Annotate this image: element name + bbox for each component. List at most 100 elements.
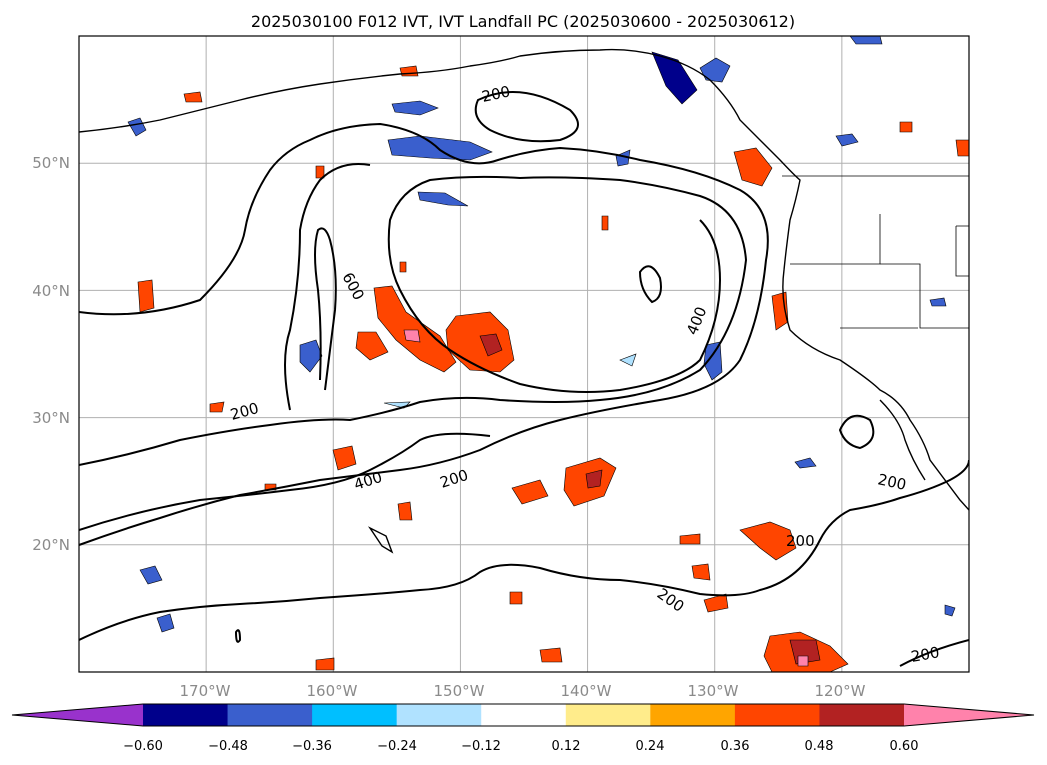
lat-tick-labels: 50°N 40°N 30°N 20°N [32,154,70,554]
lat-label: 50°N [32,154,70,172]
lon-tick-labels: 170°W 160°W 150°W 140°W 130°W 120°W [180,682,866,700]
neg-patch [703,341,723,381]
colorbar-tick-label: 0.36 [721,739,750,754]
neg-patch [615,149,631,167]
ivt-contour [899,639,969,667]
contour-label: 200 [910,643,941,666]
pos-patch [183,91,203,103]
neg-patch [929,297,947,307]
negative-anomaly-patches [127,36,956,633]
ivt-contour [234,629,242,643]
ivt-contour [314,227,337,391]
neg-patch [944,604,956,617]
pos-patch [509,591,523,605]
lon-label: 140°W [561,682,612,700]
colorbar [11,703,1035,727]
pos-patch [691,563,711,581]
coastlines [79,48,969,554]
pos-patch [511,479,549,505]
neg-patch [794,457,817,469]
lon-label: 150°W [434,682,485,700]
ivt-contour [284,163,371,411]
neg-patch [387,135,493,161]
colorbar-swatch [481,704,567,726]
colorbar-tick-label: 0.60 [890,739,919,754]
pos-patch-core [479,333,503,357]
map-frame [78,35,970,673]
lon-label: 160°W [307,682,358,700]
lon-label: 130°W [688,682,739,700]
border-line [955,225,969,277]
ivt-contour [79,432,491,531]
na-west-coast [659,55,969,511]
colorbar-outline [11,703,1035,727]
neg-patch [156,613,175,633]
pos-patch [539,647,563,663]
map-area [79,36,969,672]
colorbar-swatch [650,704,736,726]
lon-label: 170°W [180,682,231,700]
colorbar-tick-label: −0.24 [377,739,417,754]
lat-label: 30°N [32,409,70,427]
neg-patch [299,339,323,373]
neg-patch [417,191,469,207]
lat-label: 40°N [32,282,70,300]
neg-patch [651,51,698,105]
neg-patch [139,565,163,585]
ivt-contours [79,91,969,667]
colorbar-swatch [312,704,398,726]
neg-patch [619,353,637,367]
alaska-peninsula-coast [79,48,661,133]
pos-patch [137,279,155,313]
colorbar-tick-label: 0.48 [805,739,834,754]
lat-label: 20°N [32,536,70,554]
pos-patch [315,165,325,179]
neg-patch [391,100,439,116]
colorbar-swatch [396,704,482,726]
colorbar-ticks: −0.60 −0.48 −0.36 −0.24 −0.12 0.12 0.24 … [123,739,918,754]
ivt-contour [638,265,662,304]
pos-patch [397,501,413,521]
colorbar-extend-low [12,704,143,726]
colorbar-tick-label: 0.12 [552,739,581,754]
state-borders [782,175,969,329]
pos-patch [399,261,407,273]
pos-patch [739,521,797,561]
pos-patch-core [797,655,809,667]
colorbar-swatch [143,704,229,726]
pos-patch [899,121,913,133]
ivt-contour [79,175,748,466]
ivt-contour [79,459,969,641]
pos-patch [733,147,773,187]
neg-patch [835,133,859,147]
colorbar-tick-label: −0.12 [461,739,501,754]
ivt-contour [838,414,875,450]
pos-patch-core [585,469,603,489]
ivt-contour [79,122,769,546]
colorbar-swatch [819,704,905,726]
pos-patch-core [403,329,421,343]
colorbar-swatch [227,704,313,726]
pos-patch [955,139,969,157]
colorbar-tick-label: −0.36 [292,739,332,754]
border-line [880,263,969,329]
contour-label: 200 [786,532,815,550]
neg-patch [127,117,147,137]
baja-coast [879,399,926,481]
colorbar-extend-high [904,704,1034,726]
pos-patch [209,401,225,413]
ivt-contour [474,91,579,143]
pos-patch [373,285,457,373]
contour-label: 200 [480,82,512,106]
neg-patch [699,57,731,83]
pos-patch [679,533,701,545]
pos-patch [332,445,357,471]
colorbar-swatch [734,704,820,726]
pos-patch [355,331,389,361]
colorbar-tick-label: −0.48 [208,739,248,754]
map-content: 200 200 200 200 200 200 200 400 400 600 [79,36,969,672]
contour-label: 200 [876,470,908,494]
neg-patch [849,36,883,45]
colorbar-tick-label: −0.60 [123,739,163,754]
